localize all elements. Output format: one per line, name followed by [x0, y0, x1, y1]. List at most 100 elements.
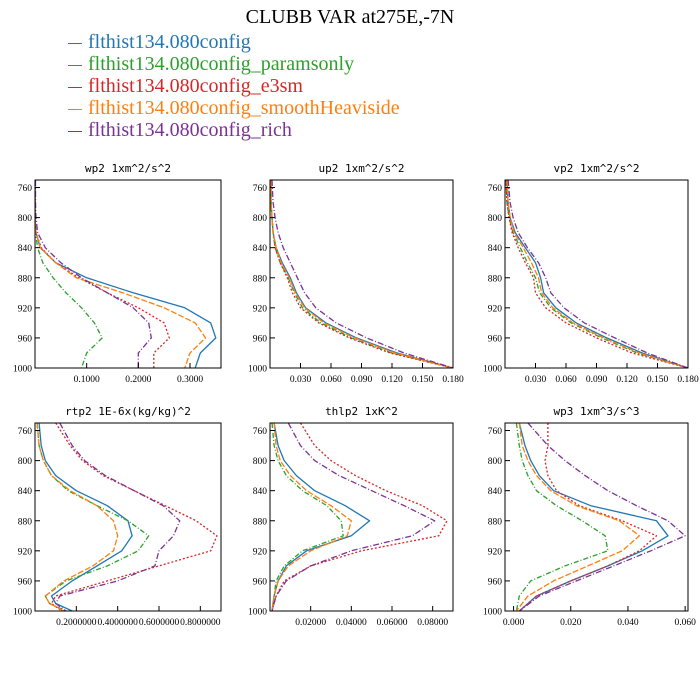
series-line	[505, 180, 688, 368]
panel: wp3 1xm^3/s^3 760 800 840 880 920 960 10000.000…	[483, 405, 696, 628]
series-line	[38, 423, 133, 611]
y-tick-label: 760	[253, 427, 268, 437]
y-tick-label: 840	[488, 487, 503, 497]
series-line	[518, 423, 658, 611]
legend-swatch	[68, 108, 82, 110]
legend-swatch	[68, 130, 82, 132]
y-tick-label: 960	[488, 577, 503, 587]
y-tick-label: 840	[18, 487, 33, 497]
x-tick-label: 0.060	[674, 618, 696, 628]
panel: wp2 1xm^2/s^2 760 800 840 880 920 960 1000 0.100…	[13, 162, 222, 385]
legend-item: flthist134.080config_rich	[68, 119, 400, 141]
series-line	[507, 180, 688, 368]
y-tick-label: 920	[253, 304, 268, 314]
legend-label: flthist134.080config_rich	[88, 119, 292, 141]
x-tick-label: 0.150	[647, 375, 669, 385]
x-tick-label: 0.060	[555, 375, 577, 385]
legend-swatch	[68, 86, 82, 88]
y-tick-label: 880	[253, 517, 268, 527]
y-tick-label: 920	[488, 547, 503, 557]
y-tick-label: 800	[253, 214, 268, 224]
panel-title: wp3 1xm^3/s^3	[553, 405, 639, 418]
y-tick-label: 760	[488, 427, 503, 437]
series-line	[271, 423, 371, 611]
y-tick-label: 1000	[483, 608, 502, 618]
y-tick-label: 1000	[13, 365, 32, 375]
series-line	[36, 423, 150, 611]
panel: up2 1xm^2/s^2 760 800 840 880 920 960 1000 0.030…	[248, 162, 464, 385]
legend-swatch	[68, 64, 82, 66]
series-line	[35, 180, 170, 368]
x-tick-label: 0.04000	[336, 618, 367, 628]
legend-item: flthist134.080config	[68, 31, 400, 53]
y-tick-label: 1000	[248, 608, 267, 618]
y-tick-label: 1000	[248, 365, 267, 375]
y-tick-label: 880	[253, 274, 268, 284]
series-line	[505, 180, 688, 368]
x-tick-label: 0.4000000	[97, 618, 138, 628]
panel-title: rtp2 1E-6x(kg/kg)^2	[65, 405, 191, 418]
y-tick-label: 920	[18, 547, 33, 557]
x-tick-label: 0.000	[503, 618, 525, 628]
y-tick-label: 760	[18, 184, 33, 194]
series-line	[35, 180, 103, 368]
y-tick-label: 760	[488, 184, 503, 194]
series-line	[518, 423, 669, 611]
x-tick-label: 0.060	[320, 375, 342, 385]
x-tick-label: 0.1000	[74, 375, 100, 385]
y-tick-label: 920	[253, 547, 268, 557]
y-tick-label: 800	[488, 457, 503, 467]
y-tick-label: 880	[488, 517, 503, 527]
y-tick-label: 840	[253, 487, 268, 497]
axes-frame	[504, 422, 689, 612]
axes-frame	[269, 422, 454, 612]
x-tick-label: 0.030	[525, 375, 547, 385]
y-tick-label: 920	[18, 304, 33, 314]
x-tick-label: 0.150	[412, 375, 434, 385]
y-tick-label: 760	[253, 184, 268, 194]
panel: vp2 1xm^2/s^2 760 800 840 880 920 960 1000 0.030…	[483, 162, 699, 385]
x-tick-label: 0.08000	[417, 618, 448, 628]
x-tick-label: 0.3000	[177, 375, 203, 385]
series-line	[271, 423, 352, 611]
series-line	[271, 423, 448, 611]
legend-label: flthist134.080config_e3sm	[88, 75, 303, 97]
series-line	[35, 180, 217, 368]
legend-label: flthist134.080config_paramsonly	[88, 53, 355, 75]
axes-frame	[34, 422, 222, 612]
y-tick-label: 800	[18, 214, 33, 224]
series-line	[271, 423, 436, 611]
y-tick-label: 840	[253, 244, 268, 254]
x-tick-label: 0.6000000	[139, 618, 180, 628]
y-tick-label: 880	[18, 274, 33, 284]
x-tick-label: 0.2000000	[56, 618, 97, 628]
x-tick-label: 0.120	[616, 375, 638, 385]
legend: flthist134.080config flthist134.080confi…	[68, 31, 400, 141]
y-tick-label: 880	[18, 517, 33, 527]
y-tick-label: 960	[253, 577, 268, 587]
y-tick-label: 800	[253, 457, 268, 467]
series-line	[270, 180, 453, 368]
panel-title: vp2 1xm^2/s^2	[553, 162, 639, 175]
y-tick-label: 960	[253, 334, 268, 344]
y-tick-label: 800	[18, 457, 33, 467]
x-tick-label: 0.8000000	[180, 618, 221, 628]
series-line	[506, 180, 688, 368]
x-tick-label: 0.040	[617, 618, 639, 628]
y-tick-label: 880	[488, 274, 503, 284]
y-tick-label: 840	[488, 244, 503, 254]
x-tick-label: 0.090	[586, 375, 608, 385]
series-line	[271, 180, 453, 368]
x-tick-label: 0.06000	[377, 618, 408, 628]
y-tick-label: 960	[18, 577, 33, 587]
y-tick-label: 960	[488, 334, 503, 344]
legend-label: flthist134.080config	[88, 31, 251, 53]
y-tick-label: 840	[18, 244, 33, 254]
x-tick-label: 0.180	[677, 375, 699, 385]
series-line	[515, 423, 609, 611]
panel: rtp2 1E-6x(kg/kg)^2 760 800 840 880 920 960 100…	[13, 405, 222, 628]
x-tick-label: 0.020	[560, 618, 582, 628]
legend-item: flthist134.080config_smoothHeaviside	[68, 97, 400, 119]
legend-swatch	[68, 42, 82, 44]
series-line	[518, 423, 686, 611]
